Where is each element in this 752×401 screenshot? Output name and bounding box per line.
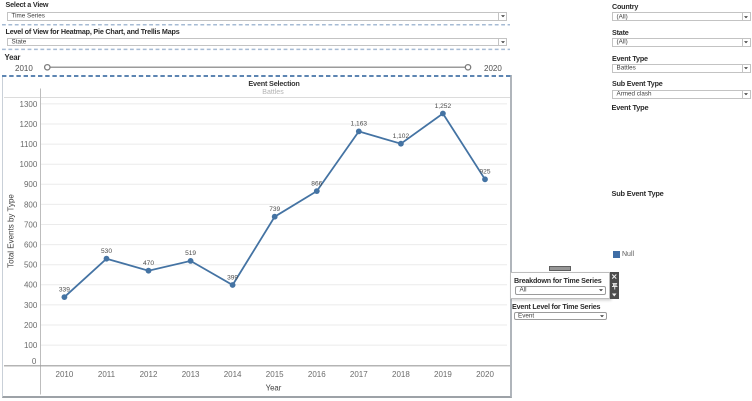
svg-text:1,252: 1,252 bbox=[435, 103, 452, 110]
svg-text:900: 900 bbox=[24, 180, 38, 189]
svg-text:500: 500 bbox=[24, 261, 38, 270]
svg-text:2017: 2017 bbox=[350, 370, 368, 379]
svg-text:2011: 2011 bbox=[98, 370, 116, 379]
svg-text:2013: 2013 bbox=[182, 370, 200, 379]
svg-text:2020: 2020 bbox=[476, 370, 494, 379]
svg-text:2014: 2014 bbox=[224, 370, 242, 379]
svg-text:399: 399 bbox=[227, 274, 238, 281]
svg-text:1000: 1000 bbox=[20, 160, 38, 169]
svg-text:470: 470 bbox=[143, 260, 154, 267]
svg-text:339: 339 bbox=[59, 286, 70, 293]
svg-text:200: 200 bbox=[24, 321, 38, 330]
svg-text:700: 700 bbox=[24, 220, 38, 229]
svg-text:1300: 1300 bbox=[20, 100, 38, 109]
svg-text:Event Selection: Event Selection bbox=[248, 79, 299, 88]
svg-text:866: 866 bbox=[311, 180, 322, 187]
svg-text:600: 600 bbox=[24, 241, 38, 250]
svg-text:2012: 2012 bbox=[140, 370, 158, 379]
svg-text:Total Events by Type: Total Events by Type bbox=[7, 194, 16, 268]
svg-text:2010: 2010 bbox=[56, 370, 74, 379]
svg-text:Battles: Battles bbox=[262, 89, 284, 96]
svg-text:1,163: 1,163 bbox=[351, 121, 368, 128]
svg-text:739: 739 bbox=[269, 206, 280, 213]
svg-text:0: 0 bbox=[32, 357, 37, 366]
svg-text:Year: Year bbox=[266, 384, 282, 393]
svg-text:519: 519 bbox=[185, 250, 196, 257]
svg-text:2015: 2015 bbox=[266, 370, 284, 379]
svg-text:800: 800 bbox=[24, 200, 38, 209]
svg-text:2016: 2016 bbox=[308, 370, 326, 379]
svg-text:100: 100 bbox=[24, 341, 38, 350]
svg-text:1,102: 1,102 bbox=[393, 133, 410, 140]
svg-text:400: 400 bbox=[24, 281, 38, 290]
svg-text:1200: 1200 bbox=[20, 120, 38, 129]
svg-text:925: 925 bbox=[479, 169, 490, 176]
svg-text:2018: 2018 bbox=[392, 370, 410, 379]
svg-text:2019: 2019 bbox=[434, 370, 452, 379]
svg-text:1100: 1100 bbox=[20, 140, 38, 149]
svg-text:530: 530 bbox=[101, 248, 112, 255]
svg-text:300: 300 bbox=[24, 301, 38, 310]
